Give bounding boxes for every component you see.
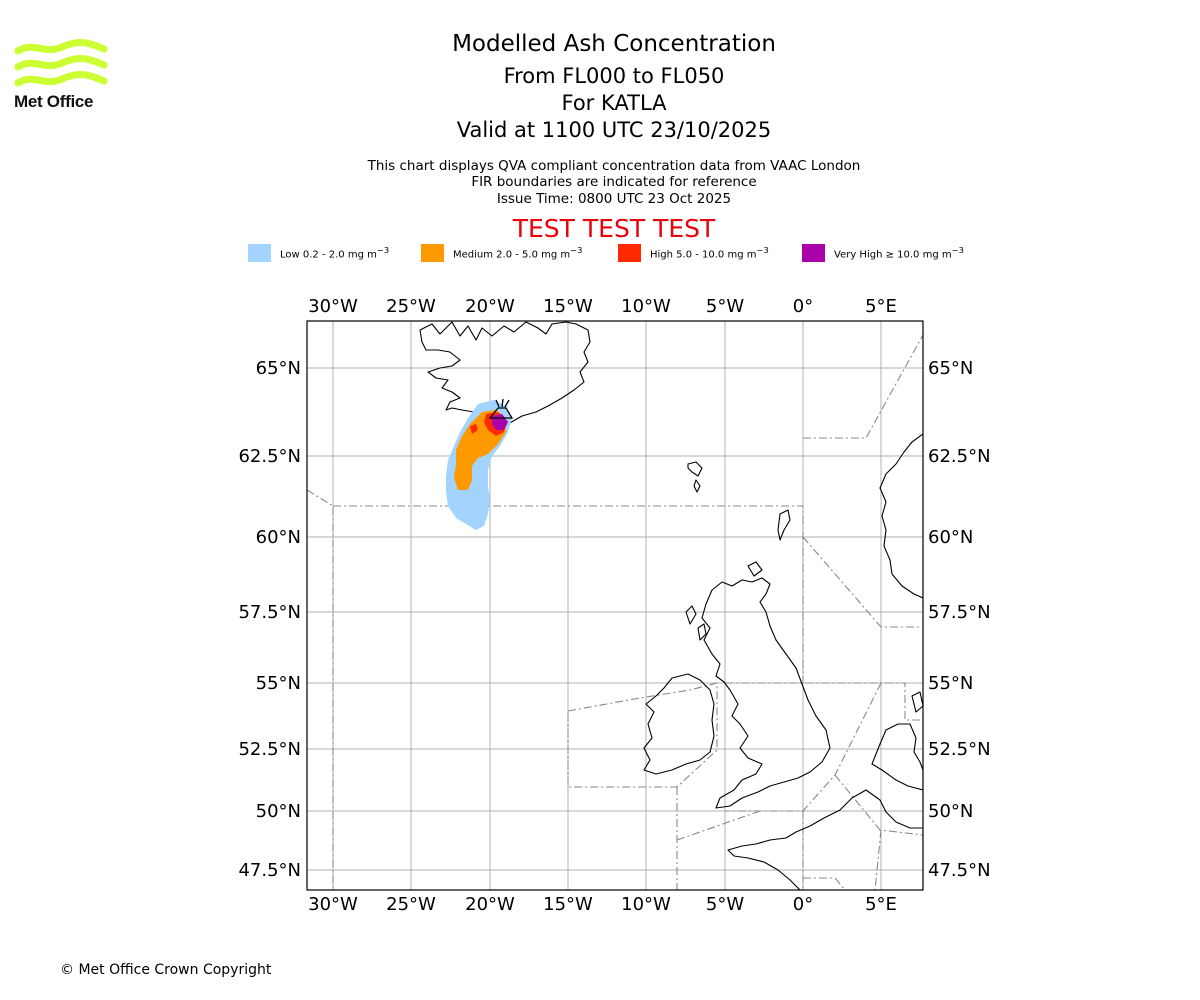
legend-swatch-low: [248, 244, 271, 262]
subtitle-fir: FIR boundaries are indicated for referen…: [471, 174, 757, 190]
lon-tick-bottom: 5°W: [706, 894, 744, 915]
ash-plume: [446, 400, 512, 530]
legend-item-very-high: Very High ≥ 10.0 mg m−3: [802, 244, 964, 262]
lat-tick-right: 47.5°N: [928, 860, 991, 881]
lat-tick-left: 57.5°N: [238, 602, 301, 623]
legend-item-high: High 5.0 - 10.0 mg m−3: [618, 244, 769, 262]
coast-faroe: [687, 461, 703, 493]
coast-shetland: [777, 509, 791, 541]
lat-tick-right: 60°N: [928, 527, 973, 548]
lat-tick-right: 57.5°N: [928, 602, 991, 623]
volcano-name: For KATLA: [561, 91, 667, 115]
lat-tick-right: 52.5°N: [928, 739, 991, 760]
lon-tick-bottom: 15°W: [543, 894, 593, 915]
coast-ireland: [643, 673, 715, 775]
lat-tick-right: 50°N: [928, 801, 973, 822]
lat-tick-right: 62.5°N: [928, 446, 991, 467]
met-office-logo-icon: [14, 39, 108, 87]
lat-ticks-right: 65°N 62.5°N 60°N 57.5°N 55°N 52.5°N 50°N…: [928, 358, 991, 881]
lon-tick-top: 5°W: [706, 296, 744, 317]
lon-ticks-top: 30°W 25°W 20°W 15°W 10°W 5°W 0° 5°E: [308, 296, 897, 317]
logo-text: Met Office: [14, 92, 94, 111]
coast-great-britain: [701, 577, 831, 809]
test-banner: TEST TEST TEST: [512, 214, 716, 243]
volcano-icon: [488, 398, 514, 419]
lat-ticks-left: 65°N 62.5°N 60°N 57.5°N 55°N 52.5°N 50°N…: [238, 358, 301, 881]
legend-label-medium: Medium 2.0 - 5.0 mg m−3: [453, 245, 583, 261]
coast-denmark: [911, 691, 923, 713]
fir-boundary-shanwick: [567, 682, 718, 788]
legend-label-very-high: Very High ≥ 10.0 mg m−3: [834, 245, 964, 261]
lon-tick-top: 0°: [793, 296, 813, 317]
legend-label-low: Low 0.2 - 2.0 mg m−3: [280, 245, 390, 261]
legend-swatch-high: [618, 244, 641, 262]
legend-swatch-medium: [421, 244, 444, 262]
lon-ticks-bottom: 30°W 25°W 20°W 15°W 10°W 5°W 0° 5°E: [308, 894, 897, 915]
legend-item-low: Low 0.2 - 2.0 mg m−3: [248, 244, 389, 262]
fir-boundaries: [307, 334, 923, 890]
lat-tick-left: 55°N: [256, 673, 301, 694]
lon-tick-top: 25°W: [386, 296, 436, 317]
coast-orkney: [747, 561, 763, 577]
lon-tick-top: 30°W: [308, 296, 358, 317]
flight-level-range: From FL000 to FL050: [503, 64, 725, 88]
lat-tick-left: 62.5°N: [238, 446, 301, 467]
copyright-notice: © Met Office Crown Copyright: [60, 962, 272, 978]
coast-france: [727, 789, 923, 890]
chart-title: Modelled Ash Concentration: [452, 31, 776, 57]
fir-boundary-germany: [874, 829, 882, 890]
fir-boundary-norway-north: [803, 334, 923, 439]
fir-boundary-brest: [676, 810, 761, 841]
lon-tick-bottom: 25°W: [386, 894, 436, 915]
coast-hebrides: [685, 605, 707, 641]
coast-benelux: [871, 723, 923, 791]
coast-norway: [879, 433, 923, 599]
lat-tick-left: 65°N: [256, 358, 301, 379]
fir-boundary-west: [307, 489, 334, 890]
legend-label-high: High 5.0 - 10.0 mg m−3: [650, 245, 769, 261]
lon-tick-top: 15°W: [543, 296, 593, 317]
graticule: [307, 321, 923, 890]
lat-tick-right: 55°N: [928, 673, 973, 694]
fir-boundary-channel: [725, 682, 882, 812]
lat-tick-left: 60°N: [256, 527, 301, 548]
map-frame: [306, 320, 924, 891]
lon-tick-top: 10°W: [621, 296, 671, 317]
lon-tick-bottom: 10°W: [621, 894, 671, 915]
lon-tick-bottom: 30°W: [308, 894, 358, 915]
legend-swatch-very-high: [802, 244, 825, 262]
lon-tick-top: 20°W: [465, 296, 515, 317]
fir-boundary-north: [333, 505, 804, 683]
lon-tick-bottom: 5°E: [865, 894, 897, 915]
lon-tick-top: 5°E: [865, 296, 897, 317]
coast-iceland: [419, 321, 591, 425]
valid-time: Valid at 1100 UTC 23/10/2025: [456, 118, 772, 142]
lat-tick-left: 50°N: [256, 801, 301, 822]
lat-tick-left: 47.5°N: [238, 860, 301, 881]
fir-boundary-uk-east: [725, 682, 923, 721]
lat-tick-left: 52.5°N: [238, 739, 301, 760]
map-content: [307, 321, 923, 890]
fir-boundary-norway: [802, 536, 923, 628]
fir-boundary-benelux: [834, 774, 923, 836]
lon-tick-bottom: 20°W: [465, 894, 515, 915]
lon-tick-bottom: 0°: [793, 894, 813, 915]
legend-item-medium: Medium 2.0 - 5.0 mg m−3: [421, 244, 582, 262]
lat-tick-right: 65°N: [928, 358, 973, 379]
coastlines: [419, 321, 923, 890]
fir-boundary-france-inner: [803, 877, 846, 890]
issue-time: Issue Time: 0800 UTC 23 Oct 2025: [496, 191, 732, 207]
subtitle-qva: This chart displays QVA compliant concen…: [367, 158, 861, 174]
